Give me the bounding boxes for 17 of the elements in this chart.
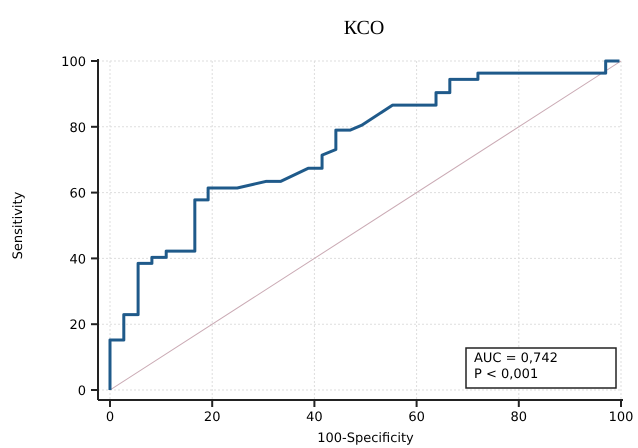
annotation: AUC = 0,742 [474,351,558,366]
y-tick-label: 0 [78,384,86,399]
x-tick-label: 100 [608,410,634,425]
x-tick-label: 20 [204,410,220,425]
y-axis-title: Sensitivity [11,191,26,260]
y-tick-label: 60 [69,186,86,202]
y-tick-label: 20 [69,318,86,334]
x-tick-label: 40 [306,410,323,425]
y-tick-label: 40 [69,252,86,268]
x-tick-label: 60 [408,410,425,425]
y-tick-label: 100 [61,55,86,70]
x-tick-label: 80 [510,410,528,425]
y-tick-label: 80 [69,120,86,136]
x-tick-label: 0 [106,410,114,425]
chart-title: КСО [344,17,384,39]
x-axis-title: 100-Specificity [317,431,414,446]
annotation: P < 0,001 [474,367,538,382]
